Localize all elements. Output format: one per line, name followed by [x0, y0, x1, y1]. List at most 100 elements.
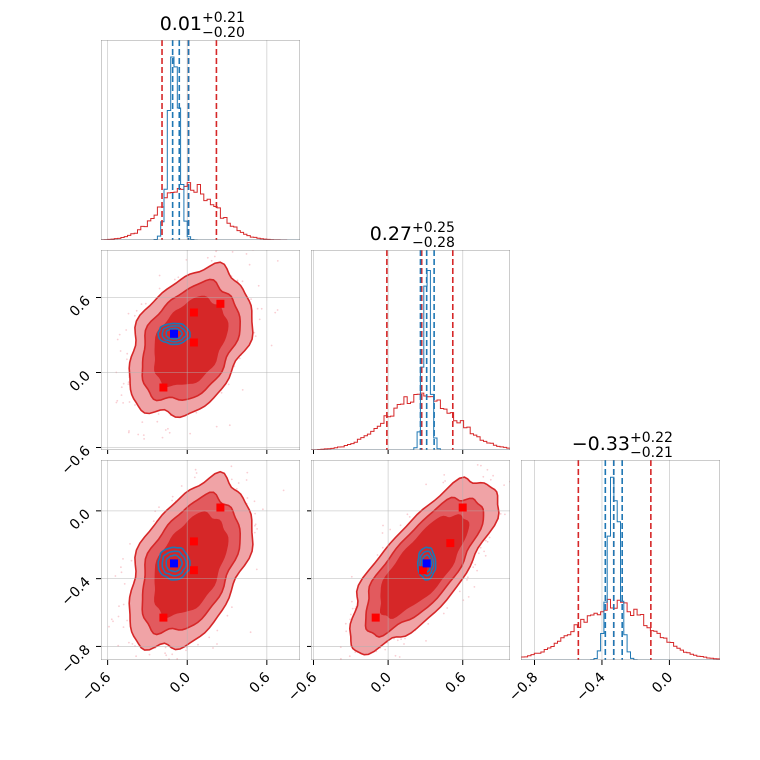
sample-point: [221, 450, 223, 452]
red-square-marker: [216, 299, 225, 308]
sample-point: [164, 429, 167, 431]
blue-contour-2: [161, 550, 188, 577]
sample-point: [475, 451, 477, 453]
sample-point: [148, 653, 151, 656]
sample-point: [164, 652, 167, 655]
sample-point: [127, 381, 130, 384]
y-tick-label: 0.0: [67, 368, 94, 395]
scatter-panel-3-2: [311, 445, 525, 707]
blue-contour-3: [421, 554, 433, 573]
sample-point: [512, 486, 514, 488]
sample-point: [215, 425, 218, 428]
sample-point: [216, 629, 219, 632]
red-histogram: [311, 392, 510, 450]
sample-point: [254, 524, 256, 527]
sample-point: [133, 314, 136, 317]
sample-point: [427, 623, 430, 625]
red-square-marker: [216, 503, 225, 512]
sample-point: [134, 404, 136, 406]
sample-point: [484, 539, 487, 542]
panels: −0.6 0.0 0.6 −0.6 0.0 0.6 −0.8 −0.4 0.0 −0.6 0.0 0.…: [58, 40, 720, 707]
sample-point: [126, 352, 129, 355]
sample-point: [195, 472, 198, 474]
sample-point: [384, 648, 387, 651]
sample-point: [137, 433, 140, 436]
scatter-panel-2-1: [101, 250, 300, 450]
sample-point: [492, 474, 494, 477]
sample-point: [120, 571, 123, 574]
sample-point: [127, 641, 130, 644]
blue-histogram: [311, 270, 510, 450]
blue-contour-3: [165, 327, 184, 340]
sample-point: [483, 550, 485, 553]
blue-square-marker: [170, 329, 178, 338]
sample-point: [235, 488, 238, 490]
blue-contour-1: [157, 546, 191, 581]
sample-point: [152, 520, 155, 522]
red-contour-inner: [154, 511, 229, 618]
red-square-marker: [159, 613, 168, 622]
sample-point: [215, 250, 218, 253]
sample-point: [360, 664, 362, 666]
sample-point: [165, 654, 168, 657]
panel-background: [311, 250, 510, 450]
sample-point: [130, 559, 133, 562]
sample-point: [254, 523, 257, 526]
sample-point: [404, 637, 406, 640]
sample-point: [142, 434, 145, 436]
x-tick-label: −0.4: [573, 669, 608, 704]
sample-point: [143, 438, 146, 440]
sample-point: [276, 260, 279, 262]
sample-point: [400, 638, 402, 641]
sample-point: [366, 673, 368, 675]
sample-point: [206, 256, 209, 259]
title-2-lower: −0.28: [412, 235, 455, 251]
sample-point: [398, 656, 401, 658]
sample-point: [108, 625, 110, 628]
sample-point: [120, 394, 123, 396]
sample-point: [129, 689, 131, 691]
sample-point: [444, 480, 446, 482]
sample-point: [425, 483, 427, 486]
sample-point: [237, 482, 240, 484]
sample-point: [197, 643, 199, 646]
title-1-upper: +0.21: [202, 10, 245, 26]
sample-point: [135, 655, 138, 658]
sample-point: [270, 344, 273, 347]
sample-point: [128, 430, 130, 432]
sample-point: [523, 445, 525, 447]
title-3-lower: −0.21: [630, 445, 673, 461]
y-tick-label: −0.8: [58, 642, 93, 677]
sample-point: [255, 568, 258, 571]
x-tick-label: 0.6: [442, 669, 469, 696]
y-tick-label: 0.6: [67, 293, 94, 320]
sample-point: [158, 274, 161, 277]
sample-point: [446, 607, 449, 609]
sample-point: [140, 303, 143, 305]
sample-point: [316, 663, 318, 665]
title-1-lower: −0.20: [202, 25, 245, 41]
sample-point: [253, 531, 256, 534]
blue-contour-1: [416, 546, 437, 581]
sample-point: [276, 309, 279, 311]
sample-point: [176, 658, 179, 660]
sample-point: [477, 552, 480, 555]
sample-point: [131, 643, 134, 645]
red-square-marker: [189, 566, 198, 575]
sample-point: [254, 512, 256, 515]
sample-point: [231, 251, 234, 253]
sample-point: [128, 401, 131, 403]
sample-point: [344, 622, 347, 625]
red-square-marker: [371, 613, 380, 622]
title-3-main: −0.33: [572, 433, 630, 455]
sample-point: [466, 579, 468, 581]
sample-point: [165, 664, 167, 666]
sample-point: [473, 586, 476, 588]
sample-point: [122, 382, 125, 385]
x-tick-label: −0.8: [506, 670, 541, 705]
sample-point: [318, 705, 320, 707]
sample-point: [512, 510, 514, 512]
title-param-1: 0.01 +0.21 −0.20: [160, 10, 245, 41]
sample-point: [231, 606, 233, 609]
sample-point: [208, 636, 211, 639]
